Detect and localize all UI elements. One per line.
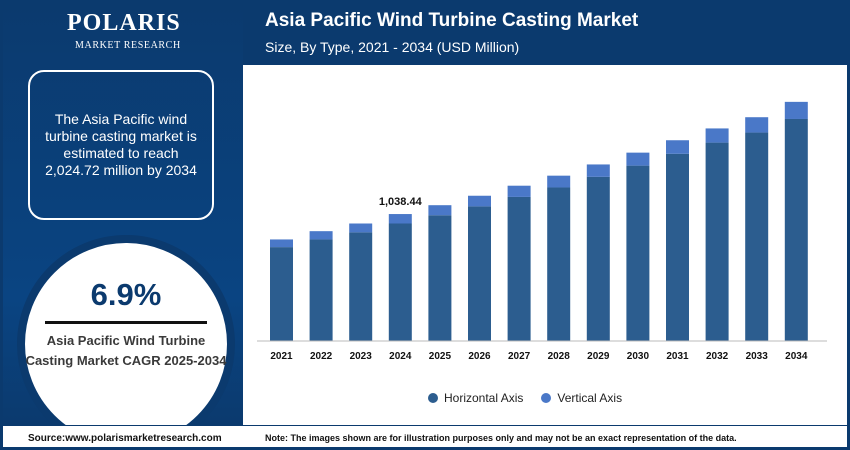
bar-horizontal-2021 [270, 247, 293, 341]
legend-swatch-horizontal [428, 393, 438, 403]
legend-swatch-vertical [541, 393, 552, 403]
footer-bar [3, 425, 847, 447]
x-tick-label-2030: 2030 [627, 351, 650, 362]
info-box: The Asia Pacific wind turbine casting ma… [28, 70, 214, 220]
cagr-circle: 6.9% Asia Pacific Wind Turbine Casting M… [17, 235, 235, 447]
bar-vertical-2032 [705, 128, 729, 143]
bar-horizontal-2032 [705, 142, 729, 341]
bar-horizontal-2023 [349, 232, 373, 341]
bar-vertical-2033 [745, 117, 769, 133]
source-text: Source:www.polarismarketresearch.com [28, 433, 222, 444]
bar-vertical-2034 [784, 101, 808, 119]
x-tick-label-2034: 2034 [785, 351, 808, 362]
x-tick-label-2023: 2023 [350, 351, 373, 362]
bar-vertical-2025 [428, 205, 452, 216]
x-tick-label-2025: 2025 [429, 351, 452, 362]
bar-horizontal-2024 [388, 223, 412, 341]
bar-chart: 2021 2022 2023 2024 1,038.44 2025 2026 2027 2028… [257, 101, 827, 362]
disclaimer-note: Note: The images shown are for illustrat… [265, 433, 737, 443]
x-tick-label-2022: 2022 [310, 351, 333, 362]
bar-vertical-2027 [507, 185, 531, 197]
cagr-label: Asia Pacific Wind Turbine Casting Market… [25, 333, 227, 368]
x-tick-label-2031: 2031 [666, 351, 689, 362]
info-text: The Asia Pacific wind turbine casting ma… [45, 111, 197, 178]
x-tick-label-2029: 2029 [587, 351, 610, 362]
bar-vertical-2024 [388, 214, 412, 224]
bar-vertical-2029 [586, 164, 610, 177]
x-tick-label-2033: 2033 [746, 351, 769, 362]
bar-horizontal-2026 [468, 206, 491, 341]
x-tick-label-2026: 2026 [468, 351, 491, 362]
x-tick-label-2021: 2021 [270, 351, 293, 362]
bar-vertical-2031 [666, 140, 689, 154]
bar-vertical-2023 [349, 223, 373, 233]
bar-horizontal-2022 [309, 239, 333, 341]
brand-tagline: MARKET RESEARCH [75, 40, 181, 51]
bar-vertical-2022 [309, 231, 333, 240]
data-label-2024: 1,038.44 [379, 196, 423, 208]
legend-label-horizontal: Horizontal Axis [444, 391, 524, 405]
x-tick-label-2028: 2028 [548, 351, 571, 362]
x-tick-label-2027: 2027 [508, 351, 531, 362]
bar-horizontal-2028 [547, 187, 571, 341]
bar-horizontal-2030 [626, 165, 650, 341]
cagr-divider [45, 321, 207, 324]
cagr-value: 6.9% [90, 277, 162, 312]
chart-subtitle: Size, By Type, 2021 - 2034 (USD Million) [265, 39, 520, 55]
chart-legend: Horizontal Axis Vertical Axis [428, 391, 622, 405]
bar-horizontal-2029 [586, 176, 610, 341]
brand-logo: POLARIS [67, 10, 181, 36]
bar-vertical-2028 [547, 175, 571, 188]
bar-vertical-2021 [270, 239, 293, 248]
bar-vertical-2030 [626, 152, 650, 166]
legend-label-vertical: Vertical Axis [557, 391, 623, 405]
legend-item-vertical: Vertical Axis [541, 391, 622, 405]
bar-horizontal-2025 [428, 215, 452, 341]
bar-horizontal-2034 [784, 118, 808, 341]
chart-title: Asia Pacific Wind Turbine Casting Market [265, 10, 639, 31]
bar-horizontal-2027 [507, 196, 531, 341]
bar-horizontal-2031 [666, 153, 689, 341]
bar-horizontal-2033 [745, 132, 769, 341]
x-tick-label-2024: 2024 [389, 351, 412, 362]
legend-item-horizontal: Horizontal Axis [428, 391, 523, 405]
x-tick-label-2032: 2032 [706, 351, 729, 362]
bar-vertical-2026 [468, 195, 491, 207]
